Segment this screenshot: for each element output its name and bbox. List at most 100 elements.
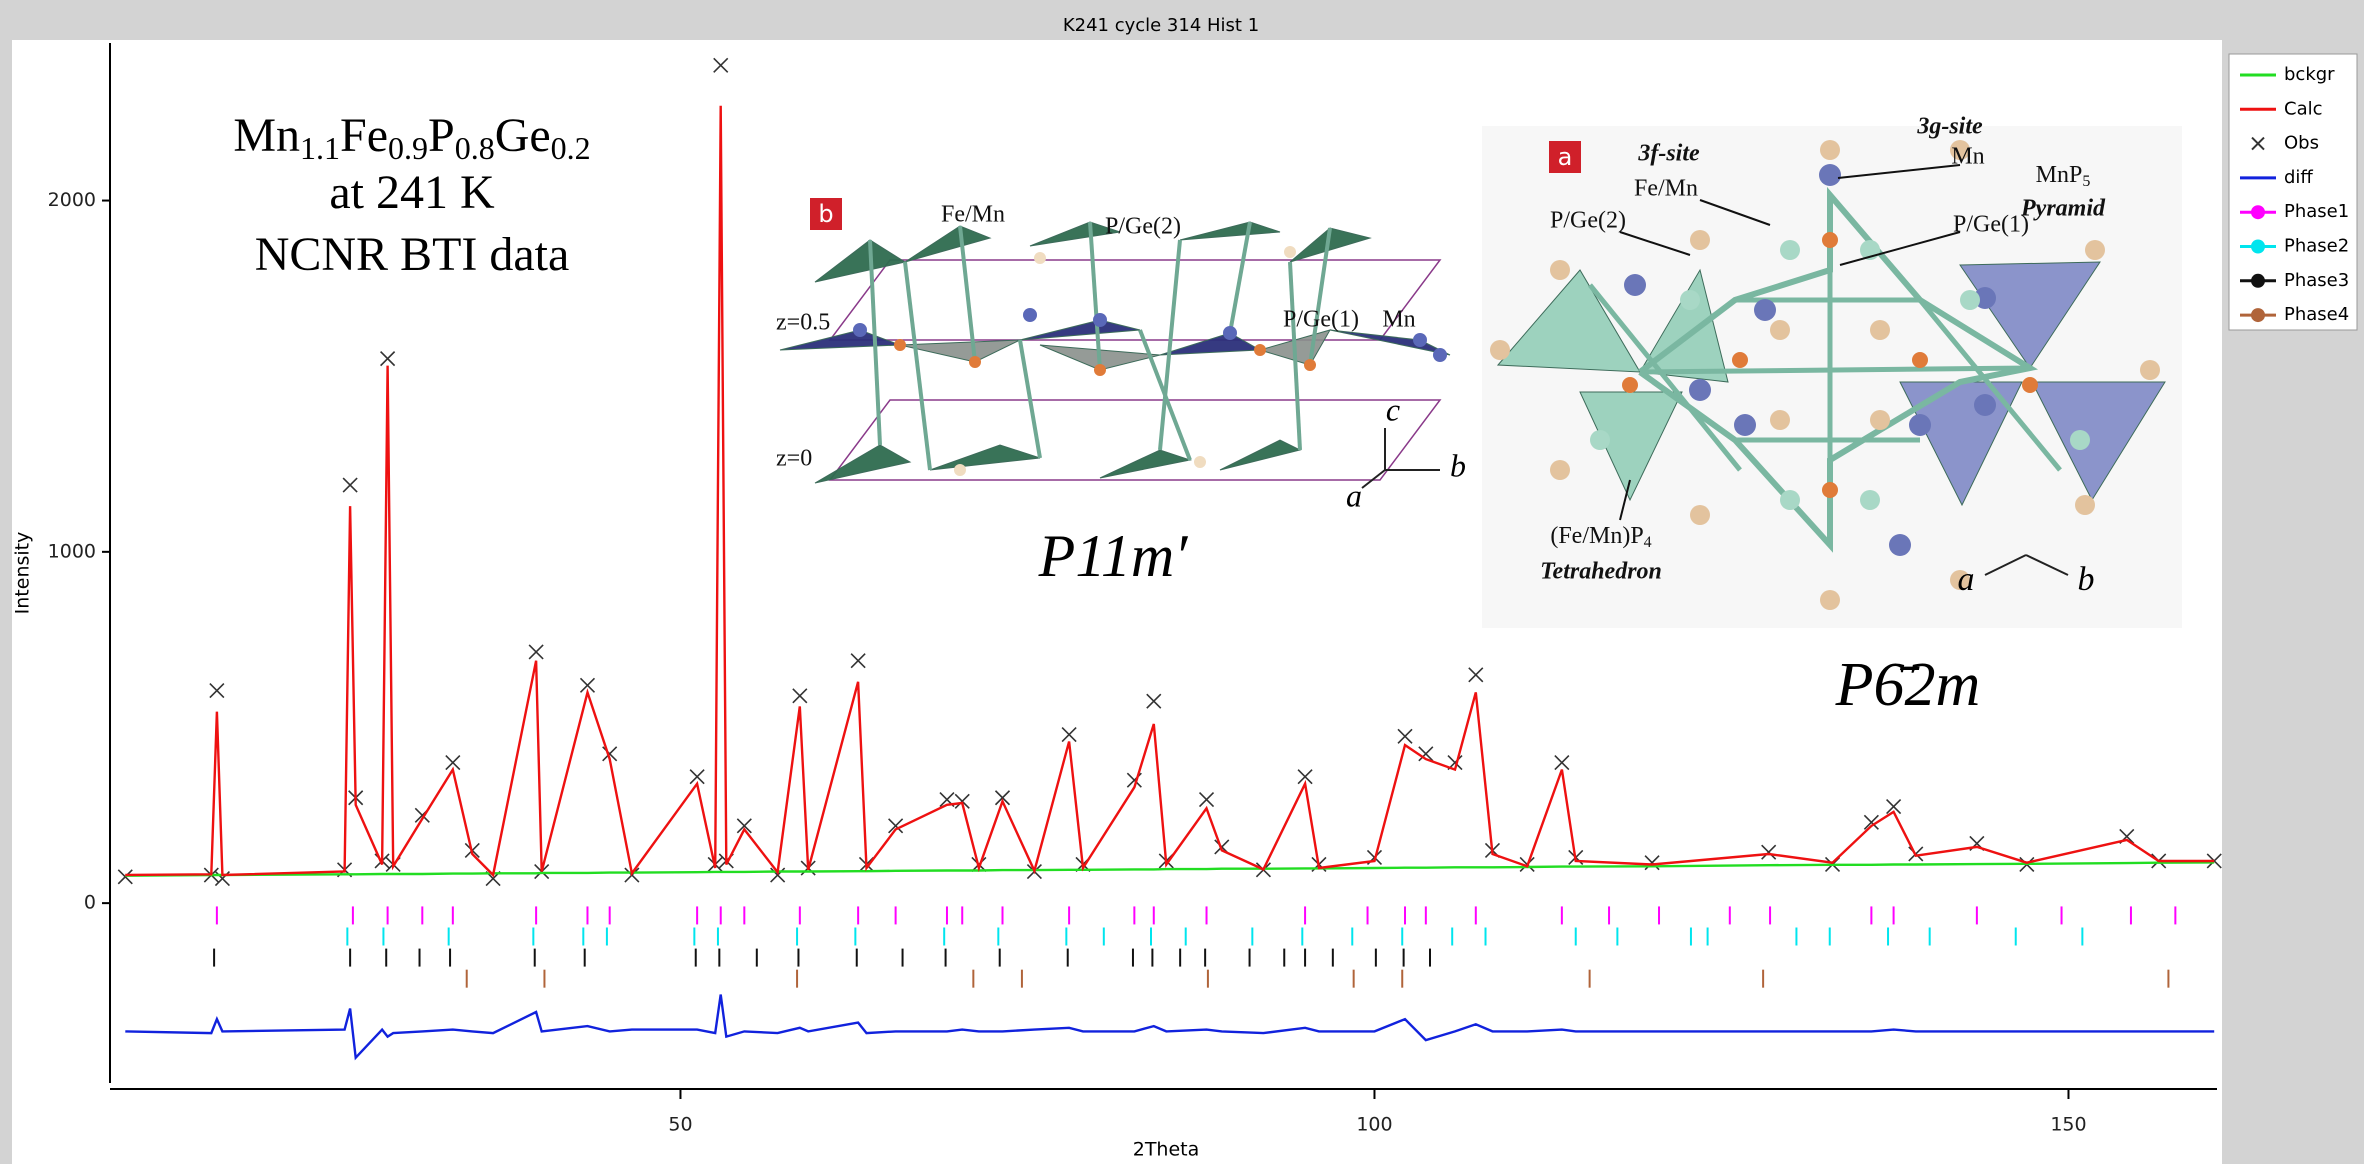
atom bbox=[1912, 352, 1928, 368]
atom bbox=[1870, 320, 1890, 340]
polyhedron-label: MnP5 bbox=[2036, 162, 2091, 190]
atom bbox=[1690, 230, 1710, 250]
atom-label: P/Ge(2) bbox=[1105, 214, 1181, 240]
polyhedron-label: (Fe/Mn)P4 bbox=[1550, 523, 1651, 551]
page: {"chart_data": {"type": "line", "title":… bbox=[0, 0, 2364, 1164]
y-tick-label: 1000 bbox=[48, 540, 96, 562]
atom bbox=[894, 339, 906, 351]
formula-sub: 1.1 bbox=[300, 130, 340, 166]
atom bbox=[1960, 290, 1980, 310]
atom-label: P/Ge(2) bbox=[1550, 208, 1626, 234]
space-group: P6̄2m bbox=[1835, 651, 1981, 719]
atom bbox=[1284, 246, 1296, 258]
atom bbox=[1754, 299, 1776, 321]
atom bbox=[2085, 240, 2105, 260]
formula-part: Fe bbox=[340, 109, 388, 162]
atom bbox=[1974, 394, 1996, 416]
layer-label: z=0 bbox=[776, 446, 812, 472]
y-tick-label: 2000 bbox=[48, 189, 96, 211]
atom bbox=[2022, 377, 2038, 393]
legend-marker bbox=[2251, 240, 2265, 254]
label-sub: 4 bbox=[1644, 534, 1652, 551]
site-label: 3g-site bbox=[1916, 114, 1983, 140]
atom bbox=[1870, 410, 1890, 430]
atom-label: Mn bbox=[1951, 144, 1984, 170]
formula-part: Ge bbox=[495, 109, 551, 162]
x-tick-label: 100 bbox=[1356, 1114, 1392, 1136]
x-tick-label: 150 bbox=[2050, 1114, 2086, 1136]
legend-marker bbox=[2251, 308, 2265, 322]
formula-line: at 241 K bbox=[329, 166, 495, 219]
axis-label: a bbox=[1958, 561, 1975, 598]
x-tick-label: 50 bbox=[668, 1114, 692, 1136]
polyhedron-label: Pyramid bbox=[2020, 196, 2106, 222]
atom-label: Fe/Mn bbox=[941, 202, 1005, 228]
atom bbox=[1490, 340, 1510, 360]
atom bbox=[1304, 359, 1316, 371]
atom bbox=[1822, 232, 1838, 248]
atom bbox=[1094, 364, 1106, 376]
atom bbox=[1860, 490, 1880, 510]
atom bbox=[1413, 333, 1427, 347]
formula-part: P bbox=[428, 109, 455, 162]
legend-label: Phase3 bbox=[2284, 270, 2349, 291]
atom bbox=[1770, 320, 1790, 340]
atom bbox=[969, 356, 981, 368]
atom-label: P/Ge(1) bbox=[1953, 212, 2029, 238]
legend-marker bbox=[2251, 274, 2265, 288]
label-part: (Fe/Mn)P bbox=[1550, 523, 1643, 549]
polyhedron-label: Tetrahedron bbox=[1540, 559, 1662, 585]
atom bbox=[1820, 590, 1840, 610]
layer-label: z=0.5 bbox=[776, 310, 830, 336]
space-group: P11m′ bbox=[1038, 523, 1189, 589]
legend-label: Phase4 bbox=[2284, 304, 2349, 325]
y-axis-label: Intensity bbox=[12, 532, 34, 615]
atom bbox=[1034, 252, 1046, 264]
atom bbox=[2075, 495, 2095, 515]
axis-label: b bbox=[1450, 447, 1466, 483]
panel-tag: a bbox=[1558, 143, 1573, 171]
axis-label: b bbox=[2078, 561, 2095, 598]
atom bbox=[1820, 140, 1840, 160]
formula-line: NCNR BTI data bbox=[255, 228, 570, 281]
atom bbox=[1732, 352, 1748, 368]
atom bbox=[1550, 460, 1570, 480]
legend-label: Obs bbox=[2284, 133, 2319, 154]
atom bbox=[1780, 240, 1800, 260]
atom bbox=[1909, 414, 1931, 436]
formula-part: Mn bbox=[233, 109, 300, 162]
atom bbox=[954, 464, 966, 476]
atom bbox=[1433, 348, 1447, 362]
legend-label: diff bbox=[2284, 167, 2313, 188]
atom bbox=[1194, 456, 1206, 468]
axis-label: a bbox=[1346, 477, 1362, 513]
atom bbox=[1690, 505, 1710, 525]
axis-label: c bbox=[1386, 391, 1400, 427]
label-sub: 5 bbox=[2082, 173, 2090, 190]
atom bbox=[1819, 164, 1841, 186]
atom bbox=[1590, 430, 1610, 450]
atom bbox=[1254, 344, 1266, 356]
atom bbox=[1889, 534, 1911, 556]
formula-sub: 0.9 bbox=[388, 130, 428, 166]
formula-sub: 0.2 bbox=[551, 130, 591, 166]
atom bbox=[1624, 274, 1646, 296]
legend-label: bckgr bbox=[2284, 64, 2335, 85]
atom bbox=[1780, 490, 1800, 510]
atom bbox=[2140, 360, 2160, 380]
x-axis-label: 2Theta bbox=[1133, 1139, 1200, 1161]
formula-sub: 0.8 bbox=[455, 130, 495, 166]
atom bbox=[1093, 313, 1107, 327]
legend-label: Calc bbox=[2284, 98, 2323, 119]
atom-label: P/Ge(1) bbox=[1283, 307, 1359, 333]
legend-label: Phase2 bbox=[2284, 236, 2349, 257]
label-part: MnP bbox=[2036, 162, 2083, 188]
y-tick-label: 0 bbox=[84, 892, 96, 914]
atom bbox=[2070, 430, 2090, 450]
atom bbox=[1622, 377, 1638, 393]
chart: K241 cycle 314 Hist 1 2Theta Intensity 0… bbox=[0, 0, 2364, 1164]
atom bbox=[1689, 379, 1711, 401]
atom bbox=[1223, 326, 1237, 340]
atom bbox=[1680, 290, 1700, 310]
atom bbox=[1734, 414, 1756, 436]
